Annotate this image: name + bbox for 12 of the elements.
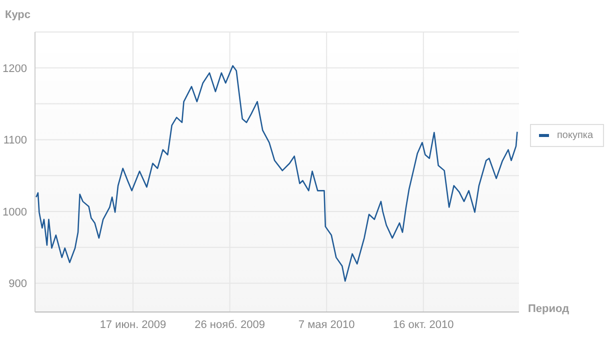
- y-tick-label: 900: [8, 278, 27, 290]
- legend-label: покупка: [557, 130, 594, 141]
- y-tick-label: 1200: [2, 62, 27, 75]
- x-tick-label: 7 мая 2010: [298, 318, 355, 331]
- y-axis-title: Курс: [5, 9, 31, 21]
- x-tick-label: 17 июн. 2009: [100, 318, 166, 331]
- x-axis-title: Период: [528, 303, 570, 315]
- x-tick-label: 26 нояб. 2009: [194, 318, 265, 331]
- y-tick-label: 1000: [2, 206, 27, 218]
- x-tick-label: 16 окт. 2010: [393, 318, 454, 331]
- y-tick-label: 1100: [3, 134, 27, 147]
- line-series: [36, 65, 518, 282]
